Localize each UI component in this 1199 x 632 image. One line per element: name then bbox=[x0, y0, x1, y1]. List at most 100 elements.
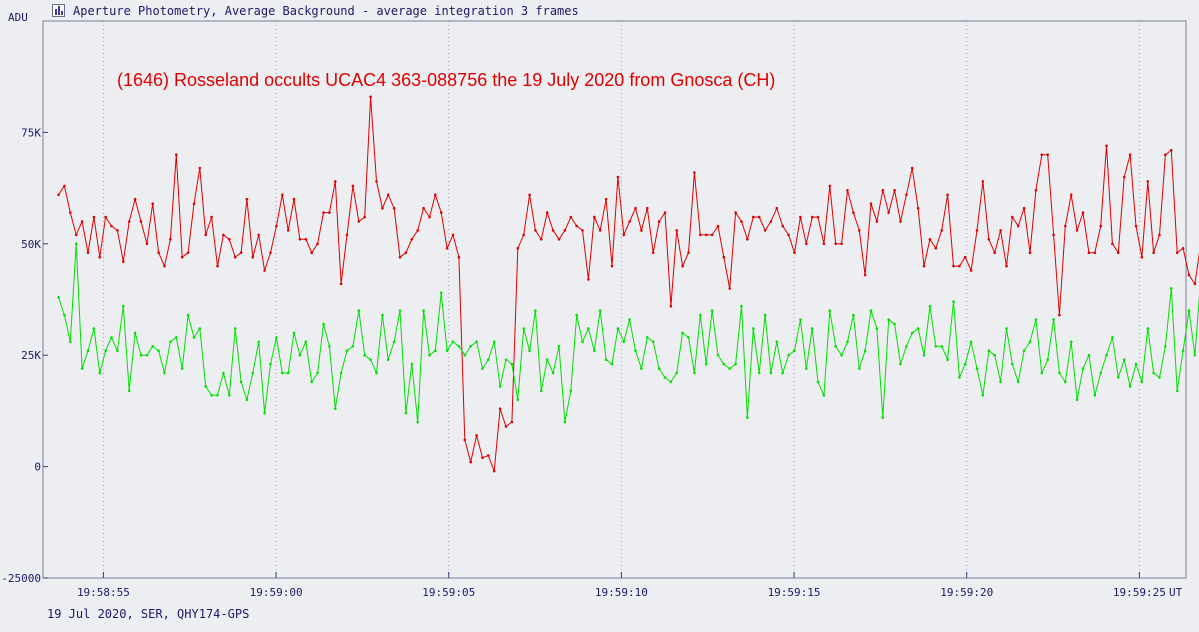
data-point bbox=[334, 180, 337, 183]
data-point bbox=[946, 358, 949, 362]
data-point bbox=[398, 309, 402, 312]
data-point bbox=[922, 353, 926, 357]
data-point bbox=[710, 309, 714, 312]
y-tick-label: 75K bbox=[21, 126, 41, 139]
data-point bbox=[875, 220, 879, 223]
data-point bbox=[351, 345, 355, 348]
chart-grid bbox=[102, 21, 1140, 578]
data-point bbox=[958, 264, 961, 268]
data-point bbox=[1011, 215, 1014, 219]
data-point bbox=[175, 153, 178, 156]
data-point bbox=[1170, 287, 1173, 290]
data-point bbox=[457, 255, 461, 259]
data-point bbox=[1128, 385, 1132, 388]
data-point bbox=[469, 345, 473, 348]
data-point bbox=[952, 264, 955, 268]
data-point bbox=[404, 411, 408, 415]
data-point bbox=[1193, 282, 1197, 286]
data-point bbox=[646, 206, 649, 210]
data-point bbox=[934, 247, 938, 250]
data-point bbox=[822, 242, 826, 246]
data-point bbox=[663, 211, 667, 214]
data-point bbox=[310, 251, 314, 254]
data-point bbox=[528, 349, 531, 353]
data-point bbox=[57, 296, 60, 299]
data-point bbox=[1081, 367, 1085, 370]
series-line-1 bbox=[58, 96, 1199, 472]
data-point bbox=[1181, 247, 1185, 250]
x-tick-label: 19:59:15 bbox=[768, 586, 821, 599]
data-point bbox=[1040, 371, 1044, 375]
data-point bbox=[598, 309, 602, 312]
data-point bbox=[228, 238, 231, 241]
data-point bbox=[233, 255, 237, 259]
data-point bbox=[1146, 180, 1150, 183]
data-point bbox=[369, 95, 372, 99]
data-point bbox=[981, 394, 985, 397]
data-point bbox=[528, 193, 531, 197]
data-point bbox=[86, 251, 90, 254]
x-tick-label: 19:58:55 bbox=[77, 586, 130, 599]
data-point bbox=[228, 394, 231, 397]
data-point bbox=[239, 380, 243, 384]
data-point bbox=[345, 233, 349, 237]
data-point bbox=[316, 371, 319, 375]
data-point bbox=[257, 340, 261, 344]
x-axis: 19:58:55 19:59:00 19:59:05 19:59:10 19:59:15… bbox=[77, 572, 1166, 599]
data-point bbox=[133, 331, 137, 335]
data-point bbox=[587, 278, 590, 281]
data-point bbox=[563, 229, 567, 232]
data-point bbox=[540, 389, 543, 393]
data-point bbox=[428, 215, 431, 219]
data-point bbox=[763, 229, 767, 232]
data-point bbox=[946, 193, 949, 197]
data-point bbox=[569, 389, 573, 393]
data-point bbox=[587, 327, 590, 330]
data-point bbox=[104, 215, 107, 219]
data-point bbox=[746, 416, 749, 419]
data-point bbox=[675, 229, 678, 232]
data-point bbox=[734, 211, 737, 214]
data-point bbox=[975, 229, 979, 232]
data-point bbox=[534, 309, 537, 312]
data-point bbox=[999, 229, 1002, 232]
data-point bbox=[80, 220, 84, 223]
data-point bbox=[392, 206, 396, 210]
data-point bbox=[457, 345, 461, 348]
data-point bbox=[169, 238, 172, 241]
data-point bbox=[740, 220, 743, 223]
data-point bbox=[57, 193, 60, 197]
data-point bbox=[805, 242, 808, 246]
data-point bbox=[610, 264, 614, 268]
y-axis: -25000 0 25K 50K 75K bbox=[1, 126, 48, 585]
data-point bbox=[752, 327, 755, 330]
data-point bbox=[669, 304, 673, 308]
data-point bbox=[634, 349, 637, 353]
data-point bbox=[545, 211, 549, 214]
data-point bbox=[852, 211, 855, 214]
data-point bbox=[693, 371, 696, 375]
data-point bbox=[881, 189, 885, 192]
data-point bbox=[63, 313, 66, 317]
data-point bbox=[993, 353, 996, 357]
data-point bbox=[222, 233, 225, 237]
data-point bbox=[1052, 233, 1055, 237]
data-point bbox=[1152, 251, 1155, 254]
data-point bbox=[116, 229, 119, 232]
data-point bbox=[981, 180, 985, 183]
data-point bbox=[351, 184, 355, 188]
data-point bbox=[999, 380, 1002, 384]
data-point bbox=[328, 211, 331, 214]
data-point bbox=[710, 233, 714, 237]
data-point bbox=[463, 438, 467, 442]
data-point bbox=[1170, 148, 1173, 152]
data-point bbox=[910, 331, 914, 335]
data-point bbox=[92, 327, 96, 330]
data-point bbox=[1081, 211, 1085, 214]
data-point bbox=[887, 318, 890, 321]
data-point bbox=[816, 215, 820, 219]
chart-icon[interactable] bbox=[52, 4, 65, 17]
data-point bbox=[133, 197, 137, 201]
data-point bbox=[428, 353, 431, 357]
window-title: Aperture Photometry, Average Background … bbox=[73, 4, 579, 18]
